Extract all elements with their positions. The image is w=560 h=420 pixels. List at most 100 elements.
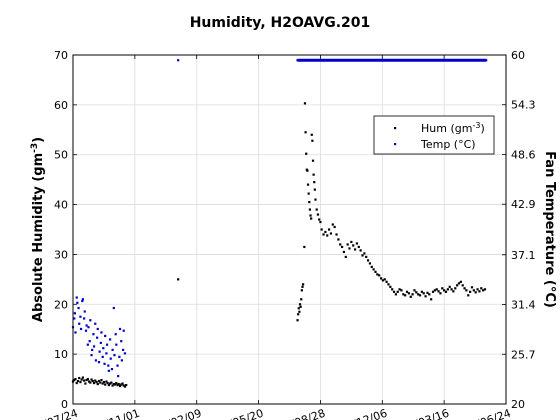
hum-point xyxy=(342,250,346,254)
temp-point xyxy=(86,343,89,346)
temp-point xyxy=(97,361,101,364)
hum-point xyxy=(368,262,372,265)
temp-point xyxy=(77,306,80,310)
x-tick-label: 19/03/16 xyxy=(400,407,451,420)
hum-point xyxy=(465,289,468,292)
hum-point xyxy=(352,244,355,247)
temp-point xyxy=(87,326,90,329)
temp-point xyxy=(83,310,86,313)
hum-point xyxy=(322,233,325,236)
hum-point xyxy=(122,384,125,387)
y-tick-label-right: 31.4 xyxy=(511,299,536,312)
hum-point xyxy=(430,298,433,301)
temp-point xyxy=(107,369,110,372)
hum-point xyxy=(443,289,446,292)
temp-point xyxy=(85,324,88,327)
temp-point xyxy=(91,348,94,352)
hum-point xyxy=(89,381,92,384)
hum-point xyxy=(372,268,375,271)
hum-point xyxy=(313,181,316,184)
x-tick-label: 18/12/06 xyxy=(338,407,389,420)
temp-point xyxy=(111,348,114,352)
hum-point xyxy=(329,232,333,235)
hum-point xyxy=(92,381,96,385)
hum-point xyxy=(297,313,300,316)
hum-point xyxy=(74,377,77,381)
hum-point xyxy=(359,249,362,252)
temp-point xyxy=(81,298,84,301)
y-tick-label-left: 60 xyxy=(54,99,68,112)
hum-point xyxy=(111,384,114,387)
hum-point xyxy=(116,383,119,387)
hum-point xyxy=(83,379,86,382)
hum-point xyxy=(411,293,414,296)
hum-point xyxy=(76,379,80,383)
hum-point xyxy=(383,278,386,281)
hum-point xyxy=(96,382,99,386)
hum-point xyxy=(307,192,310,195)
hum-point xyxy=(310,217,313,220)
hum-point xyxy=(81,376,84,379)
hum-point xyxy=(80,378,83,381)
temp-point xyxy=(102,347,105,350)
hum-point xyxy=(79,380,82,384)
hum-point xyxy=(333,225,336,229)
temp-point xyxy=(109,357,112,360)
legend-label-hum-exp: -3 xyxy=(472,121,480,130)
temp-point xyxy=(117,374,120,378)
temp-point xyxy=(75,296,78,299)
hum-point xyxy=(326,234,329,237)
hum-point xyxy=(302,283,305,286)
hum-point xyxy=(313,188,316,191)
hum-point xyxy=(340,245,344,249)
temp-point xyxy=(78,322,81,325)
x-tick-label: 19/06/24 xyxy=(462,407,513,420)
hum-point xyxy=(308,200,311,204)
hum-point xyxy=(467,294,470,297)
temp-point xyxy=(83,317,86,320)
hum-point xyxy=(418,294,422,297)
y-tick-label-left: 50 xyxy=(54,149,68,162)
hum-point xyxy=(363,252,366,255)
temp-point xyxy=(96,327,99,331)
hum-point xyxy=(337,238,340,241)
hum-point xyxy=(413,289,416,292)
hum-point xyxy=(101,382,104,385)
hum-point xyxy=(431,290,435,293)
hum-point xyxy=(381,279,385,282)
temp-point xyxy=(98,350,101,353)
hum-point xyxy=(97,379,101,383)
temp-point xyxy=(101,355,104,358)
y-axis-label-right: Fan Temperature (°C) xyxy=(542,151,557,308)
temp-point xyxy=(107,364,110,367)
hum-point xyxy=(331,223,334,226)
y-tick-label-right: 60 xyxy=(511,49,525,62)
hum-point xyxy=(346,243,349,246)
hum-point xyxy=(463,287,466,290)
hum-point xyxy=(306,183,310,186)
x-tick-label: 17/07/24 xyxy=(29,407,80,420)
hum-point xyxy=(75,381,78,385)
y-tick-label-left: 10 xyxy=(54,348,68,361)
hum-point xyxy=(374,270,377,273)
hum-point xyxy=(396,290,399,293)
temp-point xyxy=(76,301,79,304)
y-tick-label-left: 70 xyxy=(54,49,68,62)
hum-point xyxy=(117,382,120,386)
hum-point xyxy=(446,288,449,291)
hum-point xyxy=(335,233,338,236)
temp-point xyxy=(89,319,92,322)
hum-point xyxy=(320,228,323,231)
temp-point xyxy=(120,340,123,343)
hum-point xyxy=(87,380,91,383)
y-axis-right: 20 25.7 31.4 37.1 42.9 48.6 54.3 60 xyxy=(502,49,536,411)
hum-point xyxy=(311,139,314,142)
temp-point xyxy=(94,322,97,325)
hum-point xyxy=(94,379,97,382)
hum-point xyxy=(311,159,315,162)
temp-point xyxy=(96,336,99,339)
hum-point xyxy=(102,380,106,384)
hum-point xyxy=(315,208,318,211)
hum-point xyxy=(417,293,420,296)
hum-point xyxy=(304,131,307,134)
